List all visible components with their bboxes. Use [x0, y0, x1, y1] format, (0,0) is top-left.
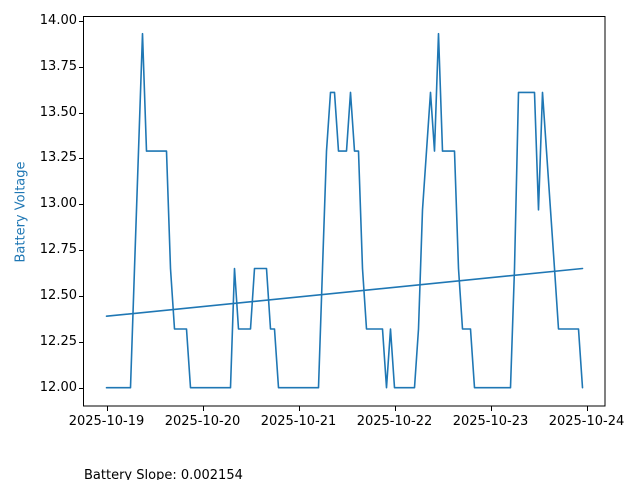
- x-tick-label: 2025-10-21: [260, 414, 337, 429]
- x-tick-mark: [491, 406, 492, 411]
- x-tick-mark: [587, 406, 588, 411]
- x-tick-label: 2025-10-19: [68, 414, 145, 429]
- y-tick-label: 12.75: [39, 242, 77, 258]
- x-tick-mark: [299, 406, 300, 411]
- x-tick-label: 2025-10-22: [356, 414, 433, 429]
- x-tick-label: 2025-10-23: [452, 414, 529, 429]
- y-tick-label: 12.25: [39, 333, 77, 349]
- chart-footer: Battery Slope: 0.002154 Battery Min: 12.…: [84, 431, 356, 480]
- y-tick-label: 12.00: [39, 379, 77, 395]
- y-tick-mark: [79, 158, 83, 159]
- slope-text: Battery Slope: 0.002154: [84, 468, 243, 480]
- y-tick-label: 12.50: [39, 288, 77, 303]
- y-tick-mark: [79, 296, 83, 297]
- y-tick-mark: [79, 21, 83, 22]
- y-tick-mark: [79, 113, 83, 114]
- battery-voltage-line: [105, 32, 584, 389]
- y-tick-mark: [79, 204, 83, 205]
- y-tick-mark: [79, 67, 83, 68]
- x-tick-mark: [395, 406, 396, 411]
- trend-line: [105, 267, 584, 318]
- y-axis-label: Battery Voltage: [13, 161, 29, 263]
- plot-area: [83, 16, 606, 407]
- x-tick-mark: [203, 406, 204, 411]
- y-tick-label: 13.00: [39, 196, 77, 212]
- y-tick-label: 13.25: [39, 150, 77, 166]
- x-tick-label: 2025-10-24: [548, 414, 625, 429]
- y-tick-mark: [79, 388, 83, 389]
- y-tick-label: 14.00: [39, 12, 77, 28]
- x-tick-mark: [107, 406, 108, 411]
- x-tick-label: 2025-10-20: [164, 414, 241, 429]
- y-tick-label: 13.50: [39, 104, 77, 120]
- y-tick-label: 13.75: [39, 58, 77, 74]
- y-tick-mark: [79, 342, 83, 343]
- plot-frame: [83, 16, 606, 407]
- y-tick-mark: [79, 250, 83, 251]
